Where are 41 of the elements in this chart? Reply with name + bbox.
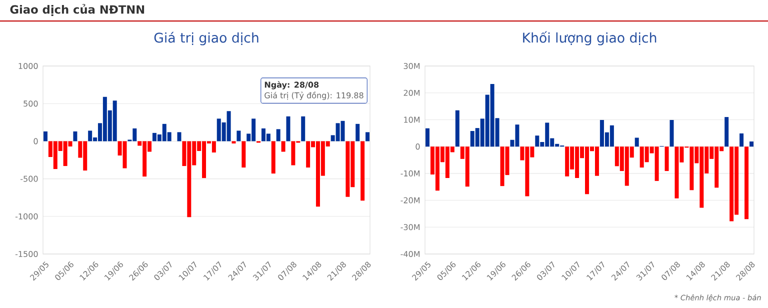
y-tick-label: -1000 [15,213,38,220]
text: Giao dịch của NĐTNN [10,4,144,16]
bar [301,116,306,142]
y-tick-label: -20M [400,197,420,204]
bar [740,133,744,147]
bar [634,138,639,147]
bar [281,141,286,152]
bar [360,141,365,201]
y-tick-label: -40M [400,250,420,258]
y-tick-label: 500 [24,100,38,107]
bar [276,129,280,142]
bar [750,141,754,147]
y-tick-label: -10M [400,170,420,176]
annotation: Ngày: 28/08 [264,81,319,90]
y-tick-label: -1500 [15,250,38,258]
y-tick-label: 0 [34,138,38,144]
bar [724,117,729,147]
bar [366,132,370,142]
y-tick-label: -30M [400,224,420,230]
bar [664,146,669,172]
y-tick-label: 0 [416,144,420,150]
bar [177,132,182,142]
y-tick-label: 1000 [18,62,38,70]
annotation: Giá trị (Tỷ đồng): 119.88 [264,92,364,100]
bar [43,131,48,142]
y-tick-label: 10M [404,116,420,123]
y-tick-label: -500 [20,176,38,182]
bar [242,141,246,168]
bar [455,110,460,147]
bar [744,146,749,220]
y-tick-label: 30M [404,62,420,70]
chart-title: Khối lượng giao dịch [523,31,656,46]
bar [271,141,276,174]
y-tick-label: 20M [404,90,420,96]
chart-title: Giá trị giao dịch [154,32,258,46]
bar [286,116,290,142]
bar [356,124,360,142]
bar [670,120,674,147]
bar [425,128,430,147]
bar [73,131,78,142]
bar [236,130,241,142]
